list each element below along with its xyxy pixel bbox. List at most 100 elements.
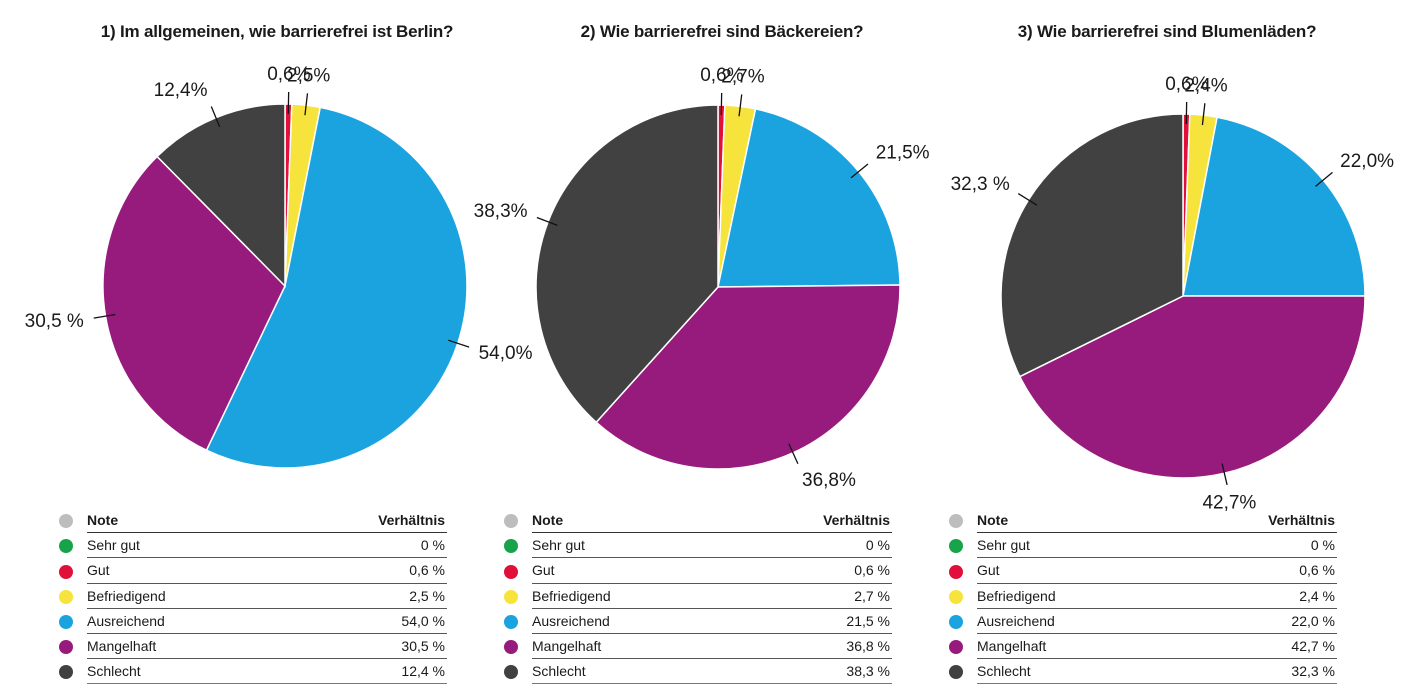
- chart-panel-2: 2) Wie barrierefrei sind Bäckereien? 0,6…: [474, 0, 952, 696]
- legend-header-note: Note: [532, 508, 778, 534]
- legend-row-gut: Gut 0,6 %: [943, 557, 1337, 584]
- leader-line: [1017, 193, 1038, 206]
- legend-row-schlecht: Schlecht 32,3 %: [943, 658, 1337, 685]
- legend-table: Note Verhältnis Sehr gut 0 % Gut 0,6 % Befried…: [943, 508, 1337, 685]
- legend-category: Gut: [87, 557, 333, 584]
- legend-swatch-cell: [498, 659, 532, 684]
- legend-swatch-cell: [943, 608, 977, 633]
- legend-value: 0,6 %: [1223, 557, 1337, 584]
- pie-chart: 0,6%2,5% 54,0% 30,5 % 12,4%: [25, 64, 533, 469]
- legend-swatch-cell: [498, 508, 532, 533]
- legend-table: Note Verhältnis Sehr gut 0 % Gut 0,6 % Befried…: [498, 508, 892, 685]
- legend-dot-icon: [949, 564, 963, 579]
- legend-swatch-cell: [498, 633, 532, 658]
- legend-header-ratio: Verhältnis: [1223, 508, 1337, 534]
- legend-value: 0 %: [778, 532, 892, 559]
- legend-header-row: Note Verhältnis: [53, 508, 447, 534]
- pie-chart: 0,6%2,7% 21,5% 36,8% 38,3%: [474, 65, 930, 491]
- legend-dot-icon: [504, 665, 518, 680]
- legend-swatch-cell: [943, 659, 977, 684]
- data-label-gut: 0,6%: [700, 65, 743, 86]
- leader-line: [536, 216, 558, 226]
- data-label-befriedigend: 2,7%: [721, 67, 764, 88]
- legend-category: Gut: [532, 557, 778, 584]
- legend-dot-icon: [504, 539, 518, 554]
- leader-line: [1201, 103, 1206, 126]
- chart-panel-3: 3) Wie barrierefrei sind Blumenläden? 0,…: [937, 0, 1397, 696]
- legend-table: Note Verhältnis Sehr gut 0 % Gut 0,6 % Befried…: [53, 508, 447, 685]
- legend-dot-icon: [949, 514, 963, 529]
- legend-row-mangelhaft: Mangelhaft 30,5 %: [53, 633, 447, 660]
- data-label-schlecht: 38,3%: [474, 201, 528, 222]
- legend-value: 2,5 %: [333, 583, 447, 609]
- data-label-schlecht: 32,3 %: [951, 174, 1010, 195]
- legend-header-row: Note Verhältnis: [498, 508, 892, 534]
- legend-dot-icon: [504, 614, 518, 629]
- leader-line: [93, 313, 116, 319]
- legend-category: Sehr gut: [532, 532, 778, 559]
- legend-row-befriedigend: Befriedigend 2,7 %: [498, 583, 892, 609]
- legend-dot-icon: [59, 539, 73, 554]
- legend-dot-icon: [504, 640, 518, 655]
- legend-row-ausreichend: Ausreichend 21,5 %: [498, 608, 892, 634]
- legend-swatch-cell: [53, 608, 87, 633]
- legend-dot-icon: [59, 564, 73, 579]
- legend-swatch-cell: [943, 558, 977, 583]
- legend-swatch-cell: [53, 533, 87, 558]
- leader-line: [1221, 463, 1228, 486]
- data-label-gut: 0,6%: [267, 64, 310, 85]
- legend-row-gut: Gut 0,6 %: [53, 557, 447, 584]
- legend-dot-icon: [504, 514, 518, 529]
- legend-header-ratio: Verhältnis: [778, 508, 892, 534]
- legend-dot-icon: [59, 640, 73, 655]
- legend-dot-icon: [59, 514, 73, 529]
- legend-row-ausreichend: Ausreichend 22,0 %: [943, 608, 1337, 634]
- legend-row-gut: Gut 0,6 %: [498, 557, 892, 584]
- legend-row-mangelhaft: Mangelhaft 42,7 %: [943, 633, 1337, 660]
- legend-row-sehr-gut: Sehr gut 0 %: [498, 532, 892, 559]
- data-label-befriedigend: 2,5%: [287, 65, 330, 86]
- legend-swatch-cell: [498, 583, 532, 608]
- leader-line: [448, 339, 470, 348]
- legend-dot-icon: [59, 589, 73, 604]
- legend-category: Schlecht: [87, 658, 333, 685]
- legend-value: 30,5 %: [333, 633, 447, 660]
- data-label-gut: 0,6%: [1165, 74, 1208, 95]
- legend-value: 0,6 %: [333, 557, 447, 584]
- legend-row-schlecht: Schlecht 12,4 %: [53, 658, 447, 685]
- legend-dot-icon: [59, 614, 73, 629]
- legend-dot-icon: [949, 614, 963, 629]
- legend-row-sehr-gut: Sehr gut 0 %: [53, 532, 447, 559]
- legend-value: 2,7 %: [778, 583, 892, 609]
- legend-swatch-cell: [498, 558, 532, 583]
- legend-category: Ausreichend: [87, 608, 333, 634]
- legend-category: Sehr gut: [977, 532, 1223, 559]
- data-label-ausreichend: 22,0%: [1340, 151, 1394, 172]
- legend-value: 36,8 %: [778, 633, 892, 660]
- data-label-ausreichend: 54,0%: [479, 343, 533, 364]
- leader-line: [210, 106, 221, 128]
- data-label-mangelhaft: 36,8%: [802, 470, 856, 491]
- leader-line: [788, 443, 799, 465]
- legend-category: Befriedigend: [87, 583, 333, 609]
- legend-swatch-cell: [53, 558, 87, 583]
- legend-category: Befriedigend: [532, 583, 778, 609]
- legend-category: Befriedigend: [977, 583, 1223, 609]
- legend-value: 0,6 %: [778, 557, 892, 584]
- legend-swatch-cell: [53, 583, 87, 608]
- legend-value: 54,0 %: [333, 608, 447, 634]
- legend-swatch-cell: [943, 583, 977, 608]
- leader-line: [304, 93, 309, 116]
- chart-panel-1: 1) Im allgemeinen, wie barrierefrei ist …: [25, 0, 533, 696]
- legend-header-ratio: Verhältnis: [333, 508, 447, 534]
- legend-row-befriedigend: Befriedigend 2,4 %: [943, 583, 1337, 609]
- legend-dot-icon: [504, 589, 518, 604]
- legend-value: 0 %: [333, 532, 447, 559]
- legend-category: Sehr gut: [87, 532, 333, 559]
- legend-value: 32,3 %: [1223, 658, 1337, 685]
- legend-row-befriedigend: Befriedigend 2,5 %: [53, 583, 447, 609]
- legend-dot-icon: [59, 665, 73, 680]
- legend-value: 2,4 %: [1223, 583, 1337, 609]
- legend-category: Mangelhaft: [977, 633, 1223, 660]
- legend-swatch-cell: [498, 533, 532, 558]
